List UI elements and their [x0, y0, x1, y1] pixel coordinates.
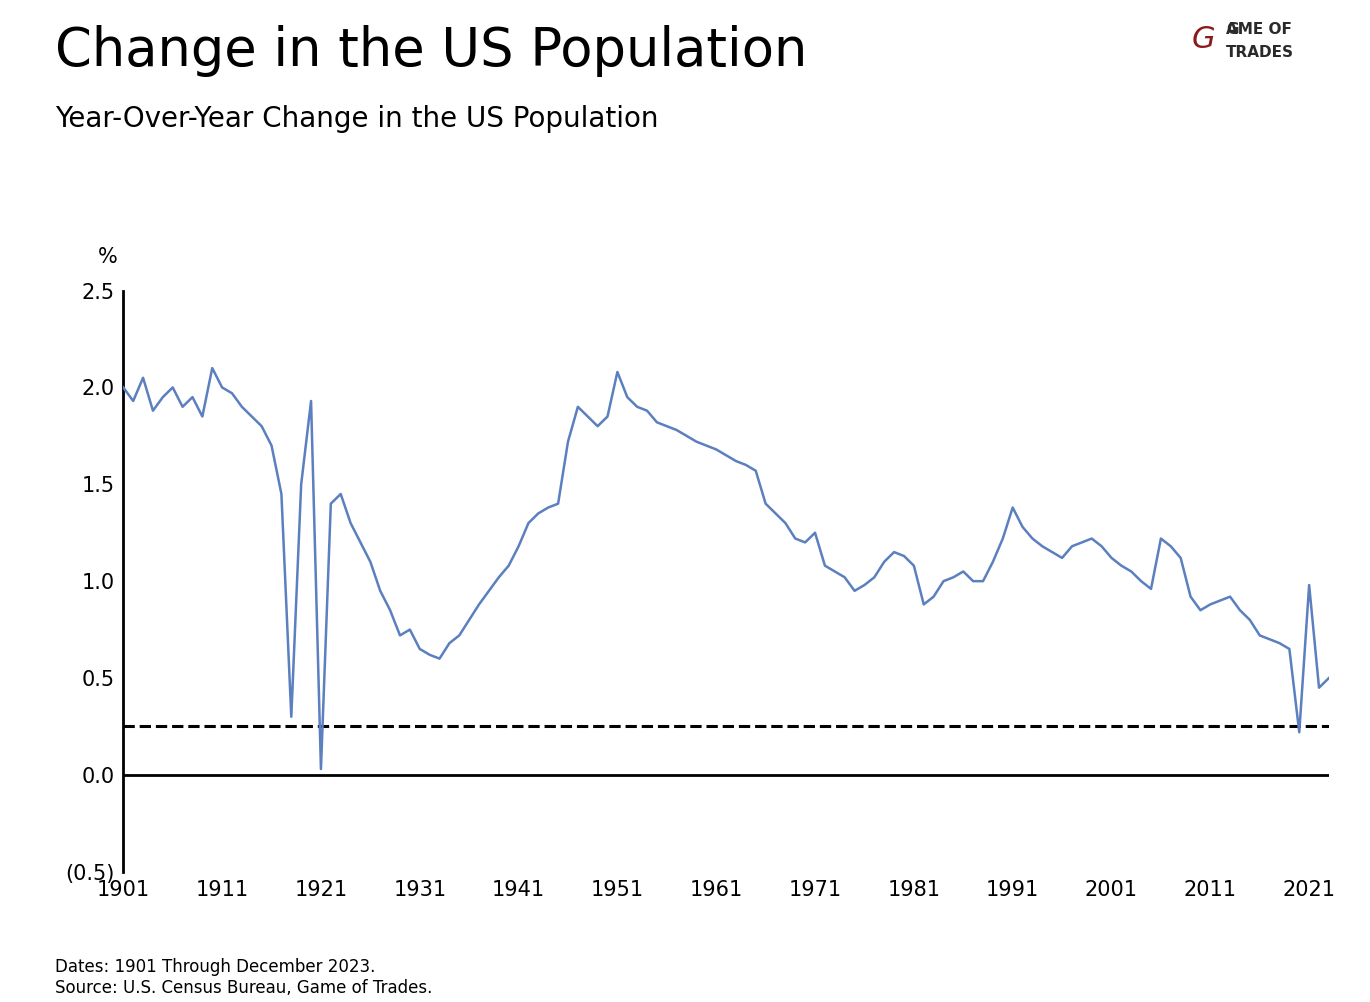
- Text: %: %: [97, 247, 118, 268]
- Text: Year-Over-Year Change in the US Population: Year-Over-Year Change in the US Populati…: [55, 105, 659, 133]
- Text: Change in the US Population: Change in the US Population: [55, 25, 807, 77]
- Text: G: G: [1192, 25, 1215, 54]
- Text: TRADES: TRADES: [1226, 45, 1295, 60]
- Text: Dates: 1901 Through December 2023.
Source: U.S. Census Bureau, Game of Trades.: Dates: 1901 Through December 2023. Sourc…: [55, 958, 432, 997]
- Text: G: G: [1226, 22, 1238, 37]
- Text: AME OF: AME OF: [1226, 22, 1292, 37]
